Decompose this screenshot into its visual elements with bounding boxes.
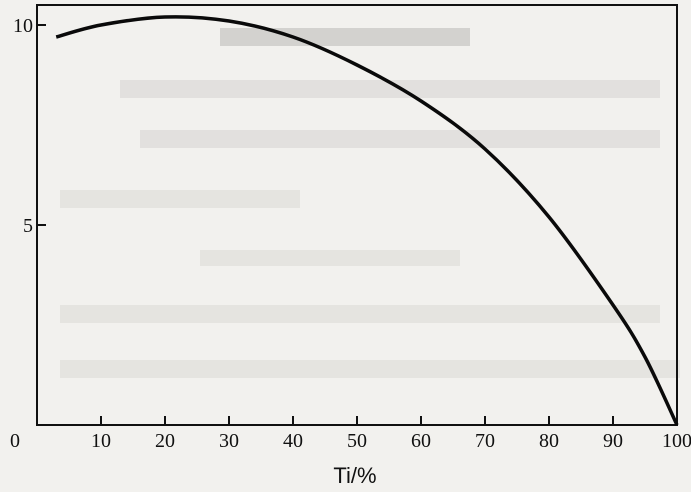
x-tick-label: 50 bbox=[347, 430, 367, 452]
y-tick-label: 10 bbox=[13, 15, 33, 37]
y-axis-ticks: 0 5 10 bbox=[10, 15, 46, 452]
x-tick-label: 20 bbox=[155, 430, 175, 452]
x-tick-label: 10 bbox=[91, 430, 111, 452]
x-tick-label: 80 bbox=[539, 430, 559, 452]
x-tick-label: 100 bbox=[662, 430, 691, 452]
x-tick-label: 70 bbox=[475, 430, 495, 452]
background-bleed-through bbox=[60, 28, 680, 378]
x-tick-label: 60 bbox=[411, 430, 431, 452]
x-tick-label: 40 bbox=[283, 430, 303, 452]
series-line bbox=[55, 15, 679, 426]
x-axis-title: Ti/% bbox=[333, 463, 376, 488]
x-axis-ticks: 10 20 30 40 50 60 70 80 90 100 bbox=[91, 416, 691, 452]
x-tick-label: 90 bbox=[603, 430, 623, 452]
x-tick-label: 30 bbox=[219, 430, 239, 452]
y-tick-label: 5 bbox=[23, 215, 33, 237]
y-tick-label: 0 bbox=[10, 430, 20, 452]
